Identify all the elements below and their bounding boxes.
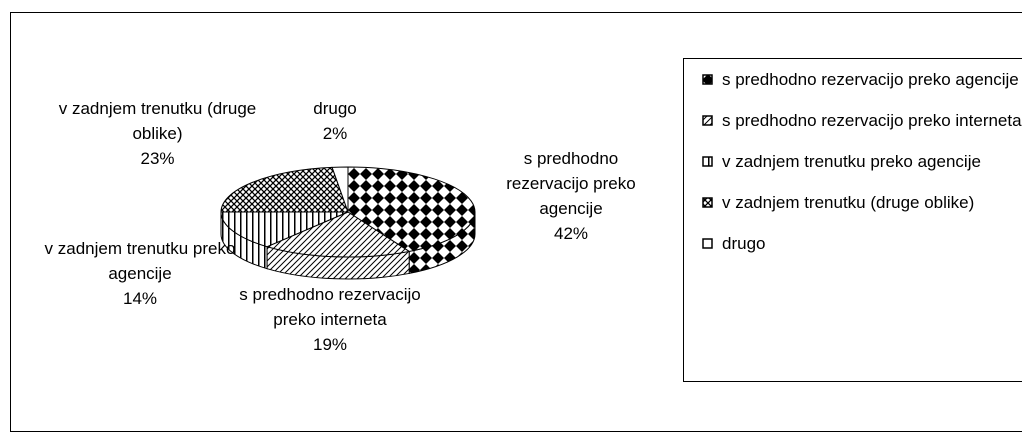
legend-swatch <box>702 74 713 85</box>
pie-slice <box>347 166 476 252</box>
legend-item: v zadnjem trenutku preko agencije <box>702 149 1022 174</box>
legend-swatch-fill <box>702 238 713 249</box>
data-label: v zadnjem trenutku (druge oblike) 23% <box>55 96 260 171</box>
data-label-value: 19% <box>312 335 348 354</box>
legend-swatch-fill <box>702 156 713 167</box>
data-label-value: 14% <box>122 289 158 308</box>
data-label-name: v zadnjem trenutku (druge oblike) <box>58 99 257 143</box>
pie-slice <box>331 166 349 213</box>
data-label-value: 42% <box>553 224 589 243</box>
legend-label: v zadnjem trenutku (druge oblike) <box>722 193 975 212</box>
data-label-name: s predhodno rezervacijo preko interneta <box>239 285 421 329</box>
data-label: drugo 2% <box>290 96 380 146</box>
legend-label: s predhodno rezervacijo preko agencije <box>722 70 1019 89</box>
legend-item: v zadnjem trenutku (druge oblike) <box>702 190 1022 215</box>
data-label-name: drugo <box>313 99 357 118</box>
legend-item: s predhodno rezervacijo preko agencije <box>702 67 1022 92</box>
legend: s predhodno rezervacijo preko agencije s … <box>683 58 1022 382</box>
legend-label: v zadnjem trenutku preko agencije <box>722 152 981 171</box>
legend-swatch <box>702 238 713 249</box>
legend-swatch-fill <box>702 197 713 208</box>
legend-item: drugo <box>702 231 1022 256</box>
legend-label: s predhodno rezervacijo preko interneta <box>722 111 1022 130</box>
legend-label: drugo <box>722 234 766 253</box>
pie-slice <box>220 166 349 213</box>
legend-swatch <box>702 197 713 208</box>
data-label: v zadnjem trenutku preko agencije 14% <box>40 236 240 311</box>
legend-swatch <box>702 156 713 167</box>
data-label-name: s predhodno rezervacijo preko agencije <box>506 149 636 218</box>
data-label-value: 2% <box>322 124 348 143</box>
pie-slice <box>220 211 349 248</box>
legend-swatch <box>702 115 713 126</box>
data-label-name: v zadnjem trenutku preko agencije <box>44 239 236 283</box>
data-label: s predhodno rezervacijo preko interneta 1… <box>235 282 425 357</box>
legend-item: s predhodno rezervacijo preko interneta <box>702 108 1022 133</box>
data-label-value: 23% <box>140 149 175 168</box>
pie-slice <box>265 211 411 258</box>
legend-swatch-fill <box>702 115 713 126</box>
data-label: s predhodno rezervacijo preko agencije 42… <box>481 146 661 246</box>
legend-swatch-fill <box>702 74 713 85</box>
